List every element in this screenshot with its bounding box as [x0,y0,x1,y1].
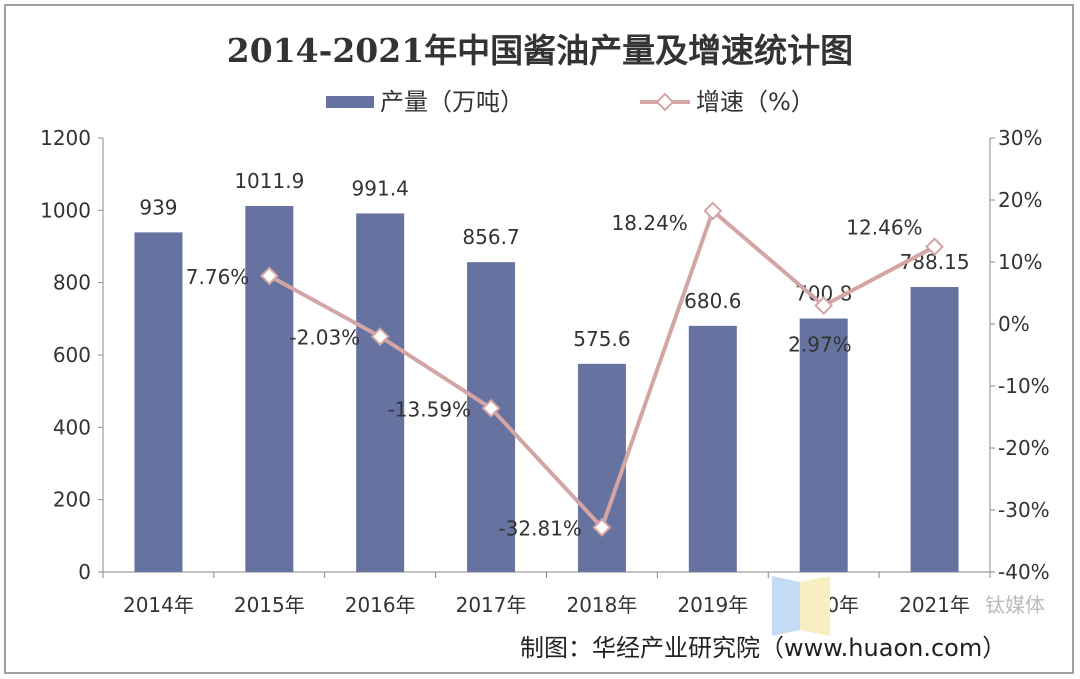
logo-yellow-block [800,576,830,636]
right-tick-label: 20% [998,188,1042,212]
bar [245,206,294,573]
left-tick-label: 200 [53,488,91,512]
bar-data-label: 1011.9 [234,169,304,193]
right-tick-label: 0% [998,312,1030,336]
right-tick-label: -40% [998,560,1050,584]
legend-swatch-bar [326,96,374,108]
x-tick-label: 2018年 [566,593,637,617]
bar [577,363,626,572]
x-tick-label: 2014年 [123,593,194,617]
growth-data-label: 2.97% [788,333,852,357]
wechat-watermark: 钛媒体 [985,593,1045,617]
growth-data-label: 7.76% [186,265,250,289]
bar [356,213,405,572]
bar-data-label: 939 [139,195,177,219]
left-tick-label: 400 [53,415,91,439]
growth-marker [481,398,501,418]
bar [910,286,959,572]
x-tick-label: 2021年 [899,593,970,617]
chart-title: 2014-2021年中国酱油产量及增速统计图 [227,31,853,70]
growth-marker [814,296,834,316]
growth-data-label: -13.59% [388,397,471,421]
growth-marker [592,518,612,537]
legend: 产量（万吨） 增速（%） [326,88,815,116]
left-tick-label: 800 [53,271,91,295]
source-note: 制图：华经产业研究院（www.huaon.com） [520,634,1006,662]
left-tick-label: 1000 [40,198,91,222]
growth-data-label: 12.46% [846,216,922,240]
legend-label-line: 增速（%） [696,88,815,116]
right-tick-label: -20% [998,436,1050,460]
legend-label-bar: 产量（万吨） [380,88,524,116]
bar-data-label: 991.4 [352,176,409,200]
x-tick-label: 2016年 [345,593,416,617]
growth-marker [925,237,944,257]
bar [134,232,183,572]
bar-data-label: 680.6 [684,289,741,313]
logo-blue-block [772,576,800,636]
growth-marker [370,327,390,347]
left-tick-label: 0 [78,560,91,584]
right-tick-label: 30% [998,126,1042,150]
bar [688,325,737,572]
x-tick-label: 2019年 [677,593,748,617]
bar-data-label: 575.6 [573,327,630,351]
logo-watermark [772,576,830,636]
right-tick-label: -10% [998,374,1050,398]
growth-marker [259,266,279,286]
x-tick-label: 2017年 [456,593,527,617]
bar-data-label: 856.7 [462,225,519,249]
bar [799,318,848,572]
left-tick-label: 600 [53,343,91,367]
growth-marker [703,201,723,221]
growth-data-label: -32.81% [498,516,581,540]
growth-data-label: -2.03% [289,326,360,350]
legend-diamond-icon [655,92,675,112]
x-tick-label: 2015年 [234,593,305,617]
right-tick-label: -30% [998,498,1050,522]
right-tick-label: 10% [998,250,1042,274]
growth-data-label: 18.24% [612,211,688,235]
left-tick-label: 1200 [40,126,91,150]
